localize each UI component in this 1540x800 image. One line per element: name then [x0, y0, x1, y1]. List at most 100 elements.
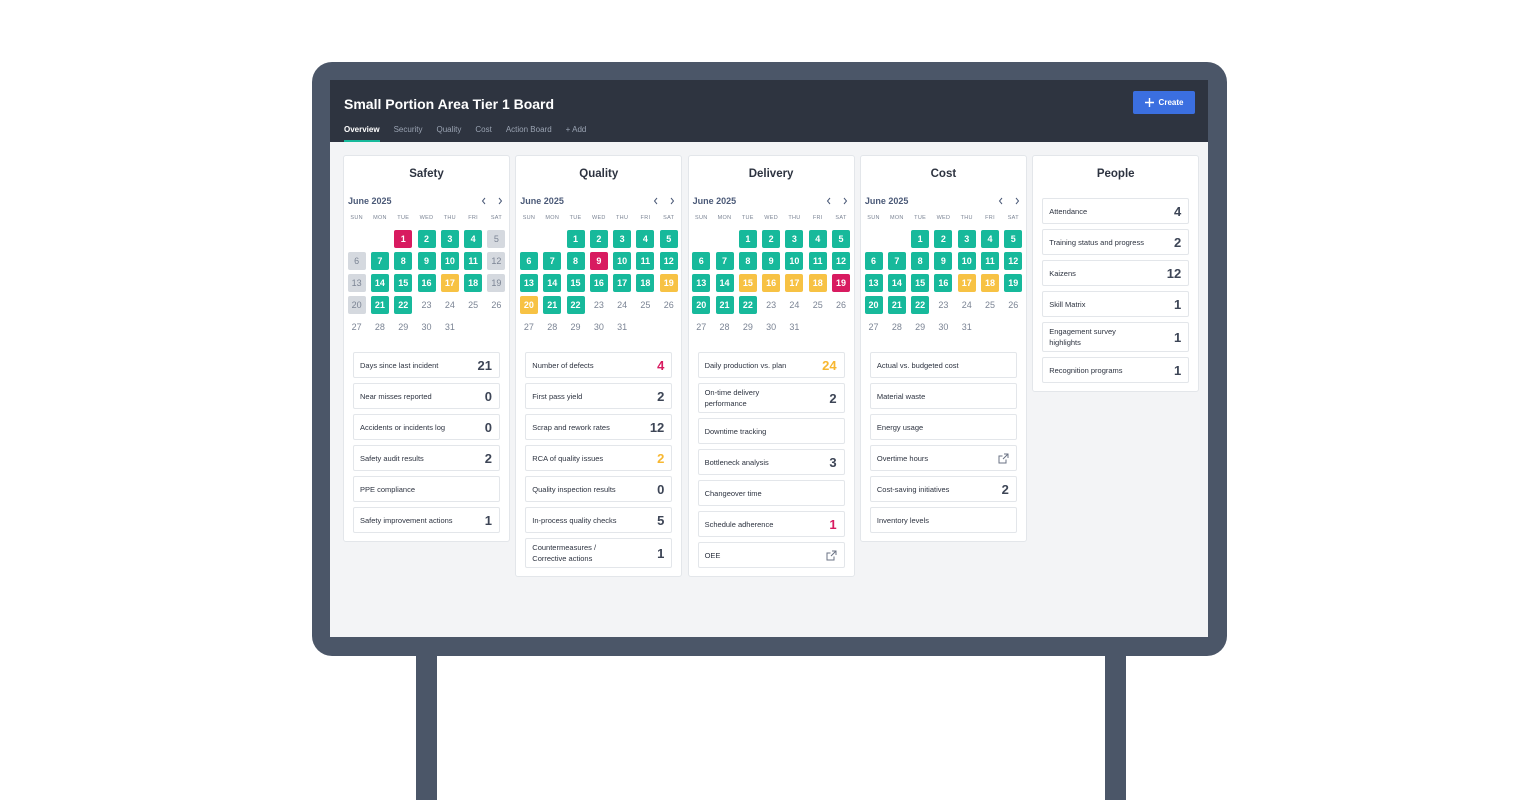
calendar-day[interactable]: 16	[417, 274, 436, 292]
month-nav[interactable]	[481, 197, 503, 205]
calendar-day[interactable]: 7	[887, 252, 906, 270]
calendar-day[interactable]: 24	[617, 300, 628, 310]
calendar-day[interactable]: 18	[981, 274, 1000, 292]
calendar-day[interactable]: 1	[566, 230, 585, 248]
calendar-day[interactable]: 3	[785, 230, 804, 248]
calendar-day[interactable]: 1	[394, 230, 413, 248]
calendar-day[interactable]: 11	[464, 252, 483, 270]
calendar-day[interactable]: 2	[762, 230, 781, 248]
calendar-day[interactable]: 6	[347, 252, 366, 270]
calendar-day[interactable]: 27	[351, 322, 362, 332]
calendar-day[interactable]: 27	[868, 322, 879, 332]
metric-card[interactable]: Attendance 4	[1042, 198, 1190, 224]
metric-card[interactable]: Downtime tracking	[697, 418, 845, 444]
calendar-day[interactable]: 31	[961, 322, 972, 332]
tab[interactable]: Action Board	[505, 125, 552, 134]
calendar-day[interactable]: 19	[659, 274, 678, 292]
calendar-day[interactable]: 27	[523, 322, 534, 332]
month-nav[interactable]	[998, 197, 1020, 205]
calendar-day[interactable]: 26	[491, 300, 502, 310]
calendar-day[interactable]: 25	[468, 300, 479, 310]
external-link-icon[interactable]	[998, 453, 1009, 464]
metric-card[interactable]: Near misses reported 0	[353, 383, 500, 409]
calendar-day[interactable]: 13	[347, 274, 366, 292]
calendar-day[interactable]: 9	[417, 252, 436, 270]
calendar-day[interactable]: 21	[887, 296, 906, 314]
calendar-day[interactable]: 23	[593, 300, 604, 310]
metric-card[interactable]: Bottleneck analysis 3	[697, 449, 845, 475]
calendar-day[interactable]: 21	[543, 296, 562, 314]
metric-card[interactable]: Engagement survey highlights 1	[1042, 322, 1190, 352]
calendar-day[interactable]: 10	[785, 252, 804, 270]
metric-card[interactable]: Safety improvement actions 1	[353, 507, 500, 533]
metric-card[interactable]: Kaizens 12	[1042, 260, 1190, 286]
calendar-day[interactable]: 7	[370, 252, 389, 270]
create-button[interactable]: Create	[1133, 91, 1195, 114]
calendar-day[interactable]: 20	[519, 296, 538, 314]
metric-card[interactable]: Countermeasures / Corrective actions 1	[525, 538, 673, 568]
calendar-day[interactable]: 1	[738, 230, 757, 248]
calendar-day[interactable]: 5	[1004, 230, 1023, 248]
metric-card[interactable]: Inventory levels	[869, 507, 1017, 533]
calendar-day[interactable]: 28	[719, 322, 730, 332]
calendar-day[interactable]: 19	[487, 274, 506, 292]
calendar-day[interactable]: 2	[417, 230, 436, 248]
calendar-day[interactable]: 19	[832, 274, 851, 292]
calendar-day[interactable]: 6	[519, 252, 538, 270]
calendar-day[interactable]: 24	[789, 300, 800, 310]
calendar-day[interactable]: 8	[566, 252, 585, 270]
calendar-day[interactable]: 14	[370, 274, 389, 292]
calendar-day[interactable]: 31	[617, 322, 628, 332]
calendar-day[interactable]: 4	[981, 230, 1000, 248]
calendar-day[interactable]: 12	[487, 252, 506, 270]
metric-card[interactable]: Scrap and rework rates 12	[525, 414, 673, 440]
calendar-day[interactable]: 21	[715, 296, 734, 314]
calendar-day[interactable]: 25	[640, 300, 651, 310]
metric-card[interactable]: Material waste	[869, 383, 1017, 409]
calendar-day[interactable]: 22	[738, 296, 757, 314]
month-nav[interactable]	[826, 197, 848, 205]
calendar-day[interactable]: 2	[934, 230, 953, 248]
calendar-day[interactable]: 15	[394, 274, 413, 292]
tab[interactable]: Security	[393, 125, 423, 134]
calendar-day[interactable]: 14	[715, 274, 734, 292]
metric-card[interactable]: Daily production vs. plan 24	[697, 352, 845, 378]
metric-card[interactable]: PPE compliance	[353, 476, 500, 502]
calendar-day[interactable]: 20	[692, 296, 711, 314]
calendar-day[interactable]: 26	[663, 300, 674, 310]
calendar-day[interactable]: 13	[864, 274, 883, 292]
calendar-day[interactable]: 9	[934, 252, 953, 270]
calendar-day[interactable]: 31	[789, 322, 800, 332]
calendar-day[interactable]: 12	[832, 252, 851, 270]
calendar-day[interactable]: 9	[589, 252, 608, 270]
calendar-day[interactable]: 22	[911, 296, 930, 314]
calendar-day[interactable]: 4	[464, 230, 483, 248]
calendar-day[interactable]: 17	[957, 274, 976, 292]
calendar-day[interactable]: 3	[613, 230, 632, 248]
calendar-day[interactable]: 5	[659, 230, 678, 248]
calendar-day[interactable]: 12	[1004, 252, 1023, 270]
calendar-day[interactable]: 8	[911, 252, 930, 270]
calendar-day[interactable]: 26	[836, 300, 847, 310]
calendar-day[interactable]: 14	[887, 274, 906, 292]
calendar-day[interactable]: 23	[938, 300, 949, 310]
calendar-day[interactable]: 4	[636, 230, 655, 248]
calendar-day[interactable]: 9	[762, 252, 781, 270]
metric-card[interactable]: Energy usage	[869, 414, 1017, 440]
tab[interactable]: Quality	[436, 125, 462, 134]
calendar-day[interactable]: 30	[421, 322, 432, 332]
calendar-day[interactable]: 29	[570, 322, 581, 332]
metric-card[interactable]: Recognition programs 1	[1042, 357, 1190, 383]
calendar-day[interactable]: 18	[808, 274, 827, 292]
tab[interactable]: Cost	[475, 125, 492, 134]
metric-card[interactable]: Overtime hours	[869, 445, 1017, 471]
calendar-day[interactable]: 10	[613, 252, 632, 270]
calendar-day[interactable]: 7	[543, 252, 562, 270]
calendar-day[interactable]: 3	[440, 230, 459, 248]
calendar-day[interactable]: 17	[785, 274, 804, 292]
calendar-day[interactable]: 10	[957, 252, 976, 270]
calendar-day[interactable]: 23	[766, 300, 777, 310]
metric-card[interactable]: RCA of quality issues 2	[525, 445, 673, 471]
calendar-day[interactable]: 28	[374, 322, 385, 332]
calendar-day[interactable]: 8	[738, 252, 757, 270]
